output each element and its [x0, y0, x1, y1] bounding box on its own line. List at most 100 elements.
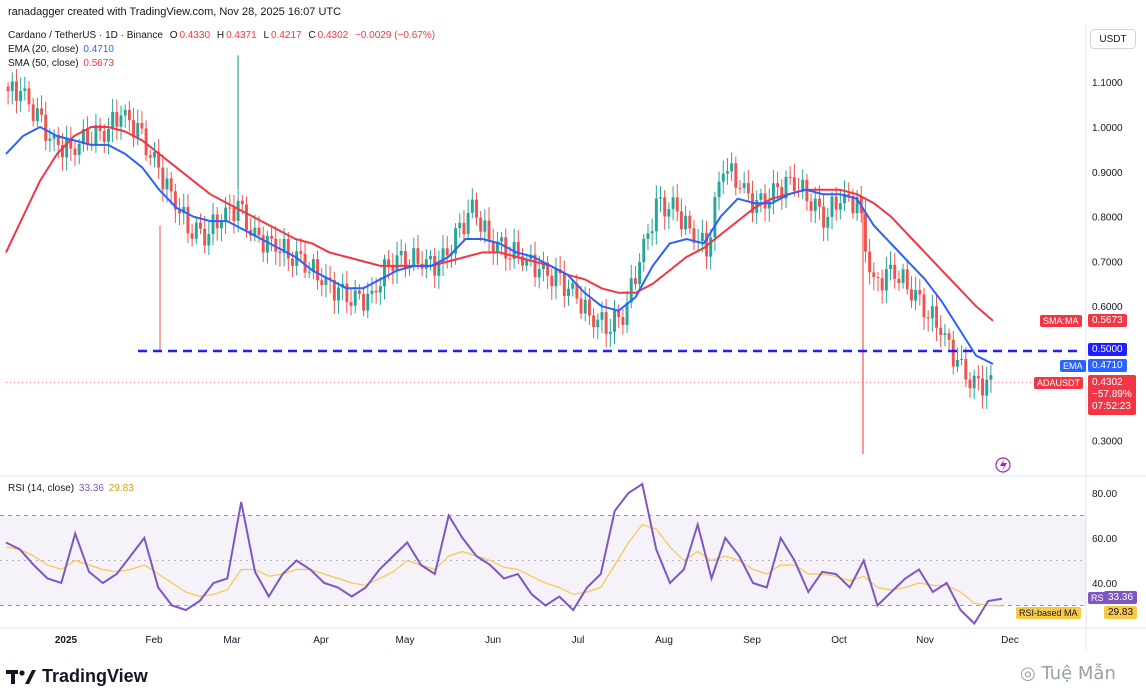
candle-body: [395, 255, 399, 272]
price-tick-label: 0.7000: [1092, 257, 1123, 268]
candle-body: [955, 359, 959, 367]
candle-body: [989, 375, 993, 380]
candle-body: [161, 167, 165, 190]
candle-body: [926, 317, 930, 319]
currency-button[interactable]: USDT: [1090, 29, 1136, 49]
ohlc-h-label: H: [216, 30, 225, 41]
candle-body: [951, 339, 955, 367]
candle-body: [383, 259, 386, 287]
candle-body: [663, 197, 667, 217]
candle-body: [922, 294, 926, 318]
symbol-title: Cardano / TetherUS · 1D · Binance: [8, 30, 163, 41]
candle-body: [771, 183, 775, 201]
ohlc-high: 0.4371: [226, 30, 257, 41]
ohlc-c-label: C: [308, 30, 316, 41]
candle-body: [140, 123, 144, 129]
candle-body: [282, 239, 286, 254]
candle-body: [508, 258, 512, 260]
ohlc-o-label: O: [169, 30, 178, 41]
candle-body: [592, 315, 596, 328]
candle-body: [863, 213, 867, 252]
candle-body: [40, 108, 44, 115]
candle-body: [579, 298, 583, 314]
candle-body: [240, 200, 244, 205]
candle-body: [621, 317, 625, 326]
candle-body: [738, 187, 742, 189]
candle-body: [516, 242, 520, 257]
candle-body: [897, 278, 901, 284]
candle-body: [320, 280, 324, 285]
candle-body: [788, 176, 792, 178]
candle-body: [186, 206, 190, 234]
candle-body: [199, 222, 202, 229]
candle-body: [889, 264, 892, 270]
tradingview-logo[interactable]: TradingView: [6, 666, 148, 687]
candle-body: [625, 302, 629, 326]
ohlc-l-label: L: [263, 30, 270, 41]
candle-body: [600, 312, 604, 320]
candle-body: [203, 228, 207, 246]
candle-body: [541, 262, 545, 269]
candle-body: [943, 333, 947, 335]
sma-legend[interactable]: SMA (50, close) 0.5673: [8, 58, 114, 69]
time-tick-label: Oct: [831, 635, 847, 646]
ema-legend[interactable]: EMA (20, close) 0.4710: [8, 44, 114, 55]
candle-body: [81, 129, 85, 144]
candle-body: [111, 111, 115, 130]
rsi-line: [5, 482, 1003, 626]
candle-body: [650, 231, 654, 234]
candle-body: [245, 204, 248, 230]
candle-body: [6, 86, 10, 92]
candle-body: [178, 209, 182, 214]
candle-body: [629, 278, 633, 303]
candle-body: [165, 178, 169, 190]
candle-body: [132, 120, 136, 138]
candle-body: [596, 319, 600, 328]
ohlc-open: 0.4330: [179, 30, 211, 41]
candle-body: [746, 183, 750, 194]
candle-body: [332, 279, 336, 301]
candle-body: [826, 216, 830, 228]
candle-body: [219, 220, 223, 229]
price-tick-label: 0.6000: [1092, 302, 1123, 313]
candle-body: [780, 186, 784, 199]
candle-body: [968, 379, 972, 389]
rsi-tick-label: 80.00: [1092, 489, 1117, 500]
sma-legend-value: 0.5673: [83, 58, 114, 69]
last-price: 0.4302: [1092, 377, 1123, 388]
candle-body: [684, 215, 688, 230]
candle-body: [102, 131, 106, 142]
candle-body: [571, 283, 575, 289]
candle-body: [362, 293, 366, 311]
last-price-box: 0.4302 −57.89% 07:52:23: [1088, 375, 1136, 415]
candle-body: [391, 265, 395, 272]
candle-body: [311, 259, 315, 272]
ema-axis-price: 0.4710: [1088, 359, 1127, 372]
candle-body: [562, 273, 566, 297]
candle-body: [784, 176, 788, 199]
candle-body: [985, 379, 989, 396]
price-tick-label: 1.1000: [1092, 78, 1123, 89]
ema20-line: [5, 125, 994, 365]
candle-body: [69, 139, 73, 149]
candle-body: [880, 278, 884, 291]
candle-body: [148, 155, 152, 158]
candle-body: [742, 183, 746, 188]
candle-body: [901, 269, 905, 284]
time-tick-label: Sep: [743, 635, 761, 646]
candle-body: [638, 262, 642, 285]
candle-body: [935, 306, 939, 328]
time-tick-label: Jun: [485, 635, 501, 646]
candle-body: [654, 198, 658, 232]
time-tick-label: May: [396, 635, 415, 646]
candle-body: [976, 375, 980, 379]
candle-body: [278, 251, 282, 254]
ohlc-low: 0.4217: [271, 30, 302, 41]
candle-body: [77, 143, 81, 155]
candle-body: [500, 237, 504, 242]
time-tick-label: Nov: [916, 635, 934, 646]
rsi-tick-label: 40.00: [1092, 579, 1117, 590]
rsi-legend[interactable]: RSI (14, close) 33.36 29.83: [8, 483, 134, 494]
sma50-line: [5, 126, 994, 322]
